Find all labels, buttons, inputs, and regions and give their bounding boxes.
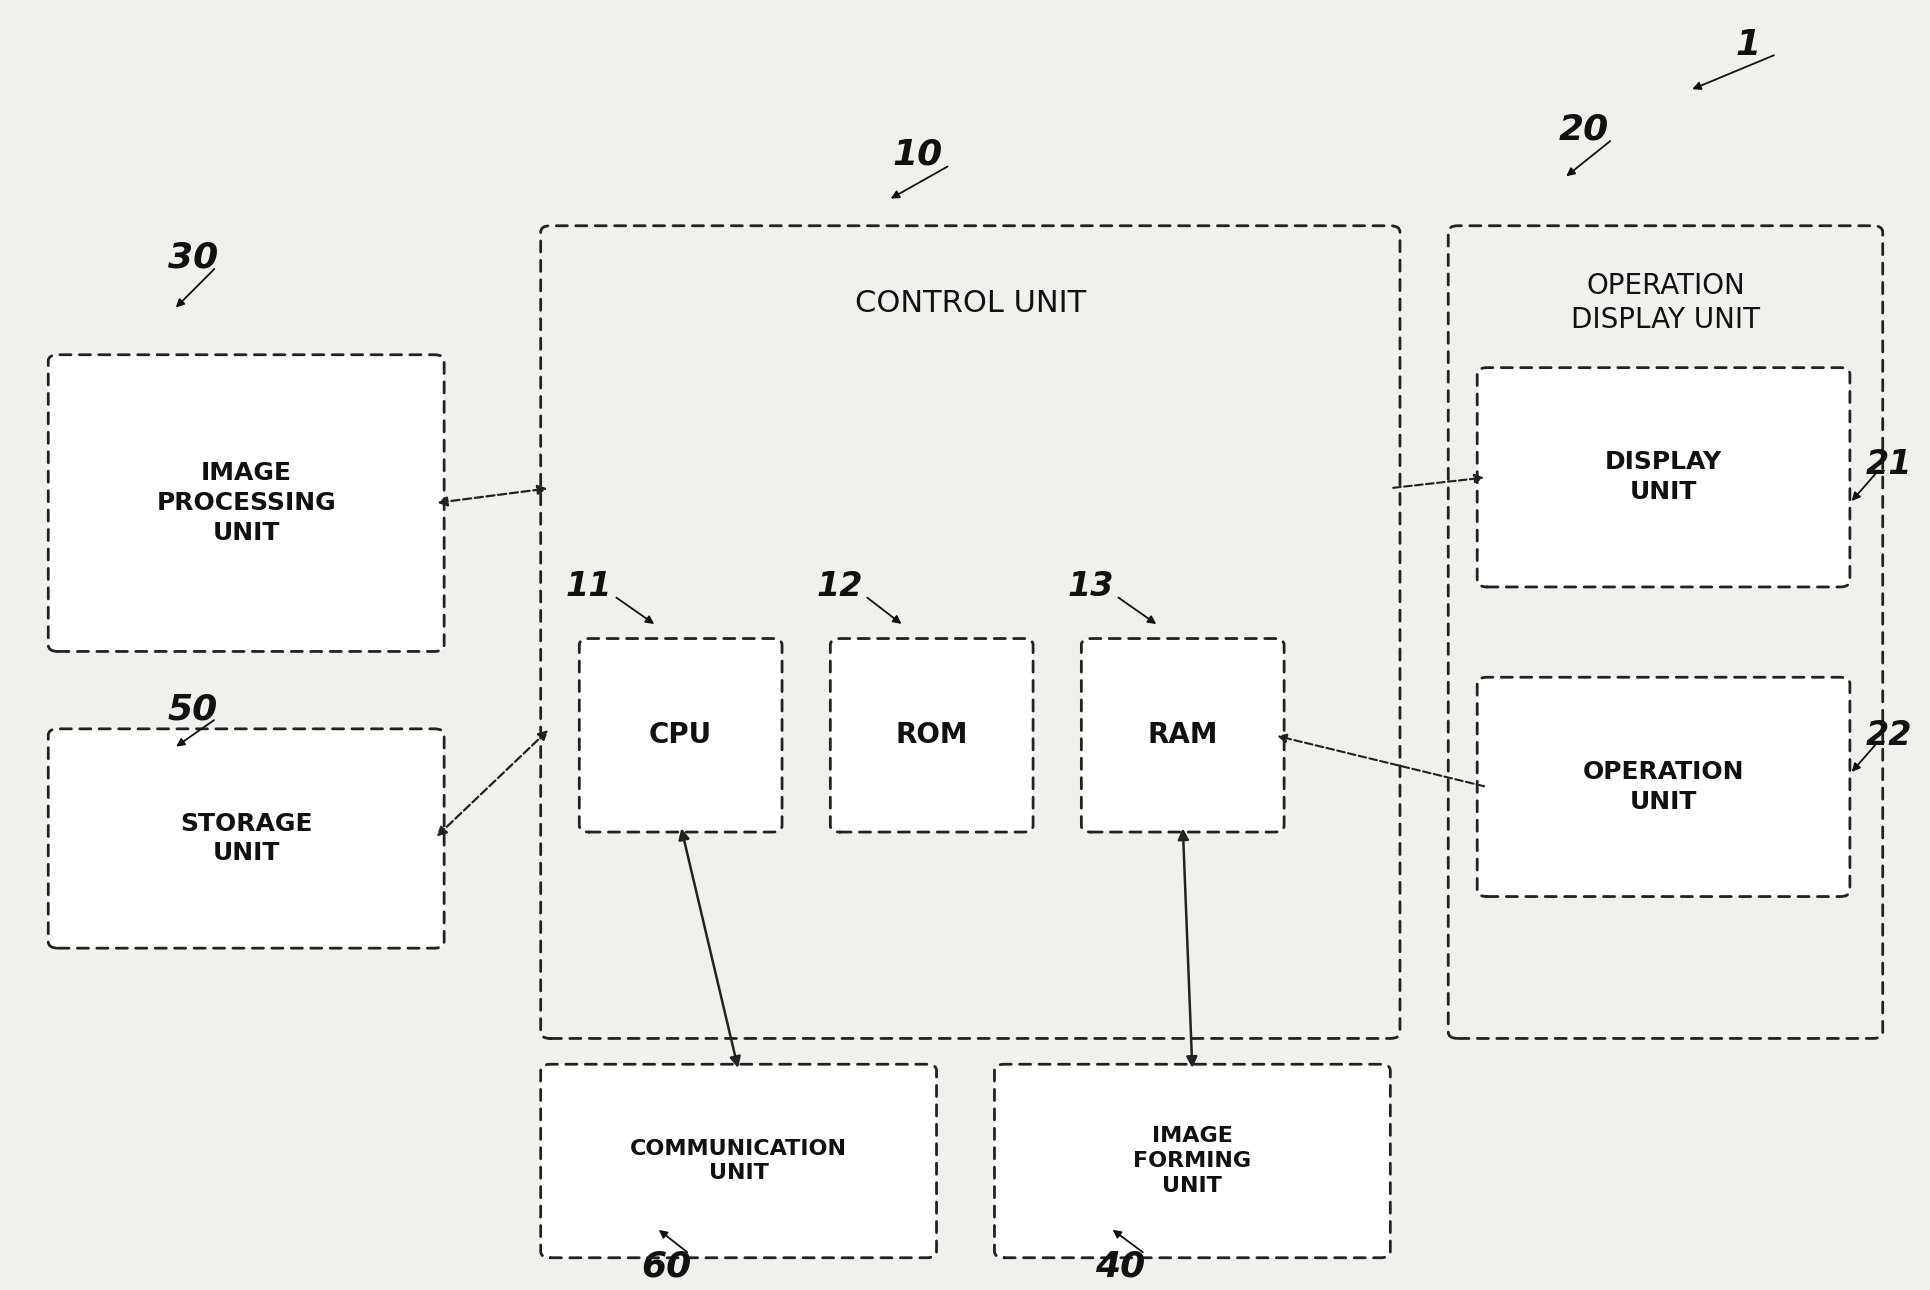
Text: IMAGE
PROCESSING
UNIT: IMAGE PROCESSING UNIT [156,462,336,544]
Text: 22: 22 [1864,719,1911,752]
Text: IMAGE
FORMING
UNIT: IMAGE FORMING UNIT [1133,1126,1251,1196]
FancyBboxPatch shape [830,639,1033,832]
Text: 60: 60 [641,1250,691,1284]
Text: 11: 11 [565,570,612,604]
Text: CPU: CPU [648,721,712,749]
FancyBboxPatch shape [540,1064,936,1258]
Text: 40: 40 [1094,1250,1144,1284]
Text: RAM: RAM [1146,721,1218,749]
Text: 13: 13 [1067,570,1114,604]
Text: STORAGE
UNIT: STORAGE UNIT [179,811,313,866]
Text: 1: 1 [1733,28,1760,62]
FancyBboxPatch shape [48,729,444,948]
FancyBboxPatch shape [1476,677,1849,897]
FancyBboxPatch shape [48,355,444,651]
Text: COMMUNICATION
UNIT: COMMUNICATION UNIT [629,1139,847,1183]
Text: 20: 20 [1558,112,1608,146]
FancyBboxPatch shape [579,639,782,832]
Text: DISPLAY
UNIT: DISPLAY UNIT [1604,450,1722,504]
FancyBboxPatch shape [540,226,1399,1038]
Text: OPERATION
DISPLAY UNIT: OPERATION DISPLAY UNIT [1571,272,1758,334]
FancyBboxPatch shape [1476,368,1849,587]
FancyBboxPatch shape [994,1064,1390,1258]
Text: 30: 30 [168,241,218,275]
Text: OPERATION
UNIT: OPERATION UNIT [1583,760,1743,814]
Text: 21: 21 [1864,448,1911,481]
Text: 10: 10 [892,138,942,172]
Text: 12: 12 [816,570,863,604]
Text: ROM: ROM [896,721,967,749]
Text: 50: 50 [168,693,218,726]
Text: CONTROL UNIT: CONTROL UNIT [855,289,1085,317]
FancyBboxPatch shape [1081,639,1283,832]
FancyBboxPatch shape [1448,226,1882,1038]
